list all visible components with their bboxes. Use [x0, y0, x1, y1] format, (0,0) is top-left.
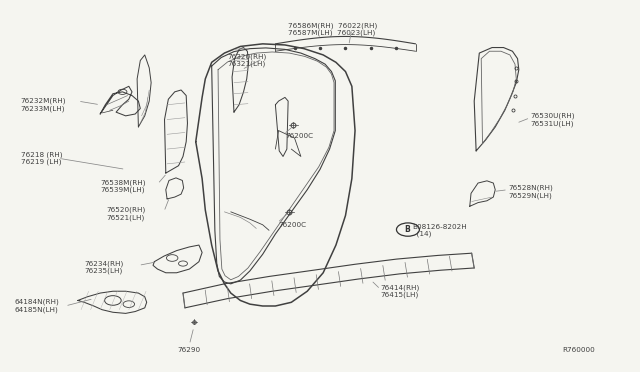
Text: 76232M(RH)
76233M(LH): 76232M(RH) 76233M(LH)	[20, 98, 66, 112]
Text: 76538M(RH)
76539M(LH): 76538M(RH) 76539M(LH)	[100, 179, 146, 193]
Text: 76200C: 76200C	[285, 133, 313, 139]
Text: 76530U(RH)
76531U(LH): 76530U(RH) 76531U(LH)	[531, 113, 575, 126]
Text: 76218 (RH)
76219 (LH): 76218 (RH) 76219 (LH)	[20, 151, 62, 165]
Text: 76586M(RH)  76022(RH)
76587M(LH)  76023(LH): 76586M(RH) 76022(RH) 76587M(LH) 76023(LH…	[288, 22, 378, 36]
Text: 64184N(RH)
64185N(LH): 64184N(RH) 64185N(LH)	[14, 299, 59, 313]
Text: 76320(RH)
76321(LH): 76320(RH) 76321(LH)	[228, 54, 267, 67]
Text: R760000: R760000	[562, 347, 595, 353]
Text: B08126-8202H
  (14): B08126-8202H (14)	[412, 224, 467, 237]
Text: 76528N(RH)
76529N(LH): 76528N(RH) 76529N(LH)	[508, 185, 553, 199]
Text: 76200C: 76200C	[278, 222, 307, 228]
Text: 76414(RH)
76415(LH): 76414(RH) 76415(LH)	[381, 284, 420, 298]
Text: 76290: 76290	[178, 347, 201, 353]
Text: 76520(RH)
76521(LH): 76520(RH) 76521(LH)	[106, 207, 146, 221]
Text: 76234(RH)
76235(LH): 76234(RH) 76235(LH)	[84, 260, 124, 274]
Text: B: B	[404, 225, 410, 234]
